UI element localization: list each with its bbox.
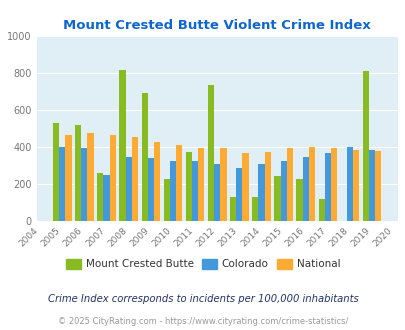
Bar (296, 179, 302, 221)
Legend: Mount Crested Butte, Colorado, National: Mount Crested Butte, Colorado, National (62, 255, 343, 274)
Bar (125, 157, 132, 221)
Bar (97, 173, 103, 221)
Bar (75, 125, 81, 221)
Bar (236, 168, 242, 221)
Bar (346, 147, 352, 221)
Bar (153, 142, 160, 221)
Bar (176, 145, 182, 221)
Bar (132, 137, 138, 221)
Bar (81, 148, 87, 221)
Bar (308, 147, 314, 221)
Bar (258, 164, 264, 221)
Bar (220, 148, 226, 221)
Title: Mount Crested Butte Violent Crime Index: Mount Crested Butte Violent Crime Index (63, 19, 370, 32)
Bar (252, 197, 258, 221)
Bar (362, 71, 368, 221)
Bar (330, 148, 337, 221)
Bar (53, 123, 59, 221)
Bar (109, 135, 115, 221)
Bar (274, 176, 280, 221)
Bar (207, 85, 213, 221)
Bar (119, 70, 125, 221)
Bar (318, 199, 324, 221)
Bar (59, 147, 65, 221)
Bar (352, 150, 358, 221)
Text: © 2025 CityRating.com - https://www.cityrating.com/crime-statistics/: © 2025 CityRating.com - https://www.city… (58, 317, 347, 326)
Bar (213, 164, 220, 221)
Bar (324, 153, 330, 221)
Bar (103, 175, 109, 221)
Text: Crime Index corresponds to incidents per 100,000 inhabitants: Crime Index corresponds to incidents per… (47, 294, 358, 304)
Bar (185, 152, 192, 221)
Bar (264, 152, 270, 221)
Bar (141, 93, 147, 221)
Bar (368, 150, 374, 221)
Bar (280, 161, 286, 221)
Bar (147, 158, 153, 221)
Bar (242, 153, 248, 221)
Bar (65, 135, 71, 221)
Bar (302, 157, 308, 221)
Bar (87, 133, 94, 221)
Bar (192, 161, 198, 221)
Bar (286, 148, 292, 221)
Bar (198, 148, 204, 221)
Bar (230, 197, 236, 221)
Bar (163, 179, 169, 221)
Bar (169, 161, 176, 221)
Bar (374, 151, 381, 221)
